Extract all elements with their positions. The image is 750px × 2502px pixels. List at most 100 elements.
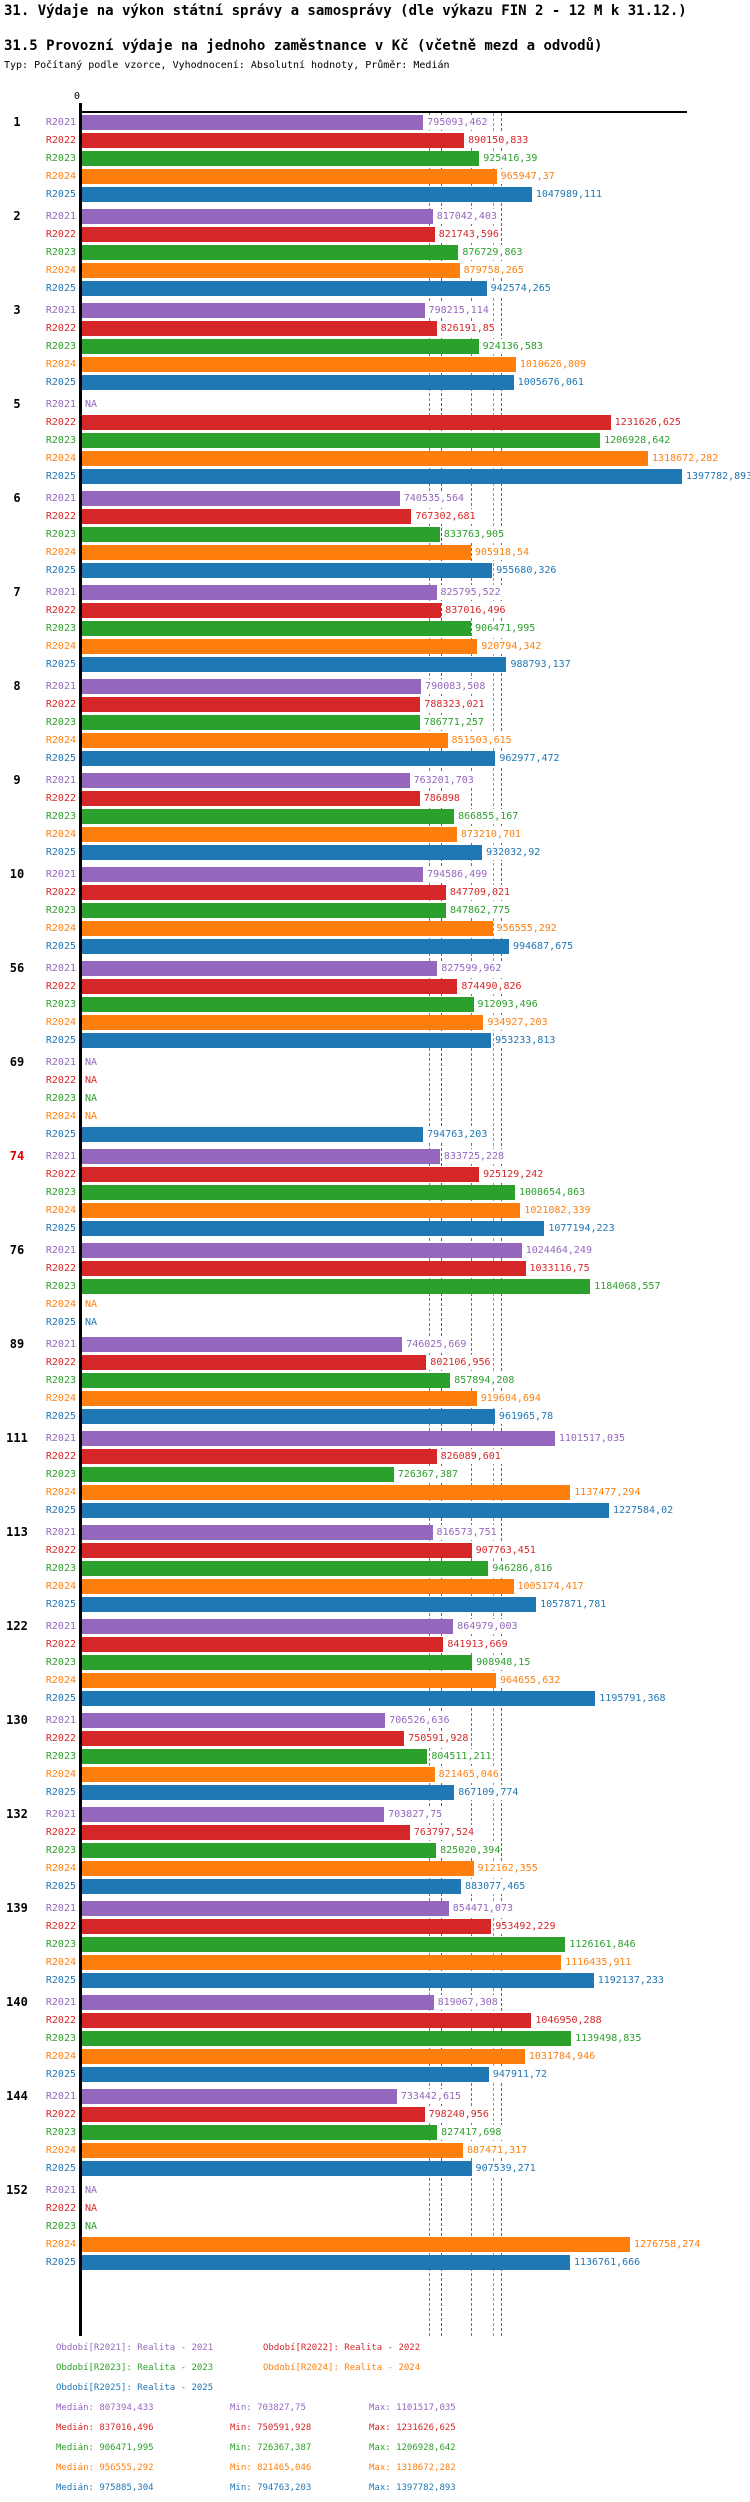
legend-row: Období[R2025]: Realita - 2025 — [0, 2378, 750, 2398]
series-label: R2024 — [45, 171, 76, 182]
value-label: 873210,701 — [459, 827, 523, 842]
series-label: R2024 — [45, 829, 76, 840]
bar-row-111-R2025: R2025 1227584,02 — [0, 1503, 750, 1518]
series-label: R2021 — [45, 587, 76, 598]
value-label: 907763,451 — [474, 1543, 537, 1558]
bar — [82, 791, 420, 806]
value-label: 821465,046 — [437, 1767, 500, 1782]
value-label: 947911,72 — [491, 2067, 549, 2082]
bar-row-74-R2024: R2024 1021082,339 — [0, 1203, 750, 1218]
bar-group-8: 8 R2021 790083,508 R2022 788323,021 R2023 7867… — [0, 679, 750, 766]
bar-row-152-R2022: R2022 NA — [0, 2201, 750, 2216]
group-label: 69 — [9, 1055, 25, 1069]
value-label: 819067,308 — [436, 1995, 499, 2010]
legend-item-R2024: Období[R2024]: Realita - 2024 — [263, 2363, 421, 2373]
series-label: R2024 — [45, 1299, 76, 1310]
bar — [82, 1373, 451, 1388]
bar — [82, 1167, 480, 1182]
x-axis-zero-tick-label: 0 — [74, 91, 81, 102]
bar-row-89-R2023: R2023 857894,208 — [0, 1373, 750, 1388]
series-label: R2023 — [45, 905, 76, 916]
series-label: R2025 — [45, 565, 76, 576]
series-label: R2024 — [45, 547, 76, 558]
bar-row-8-R2022: R2022 788323,021 — [0, 697, 750, 712]
bar-group-3: 3 R2021 798215,114 R2022 826191,85 R2023 92413… — [0, 303, 750, 390]
series-label: R2023 — [45, 1939, 76, 1950]
value-label: 763201,703 — [412, 773, 475, 788]
series-label: R2021 — [45, 1151, 76, 1162]
bar — [82, 1673, 497, 1688]
bar-row-10-R2022: R2022 847709,021 — [0, 885, 750, 900]
bar — [82, 1203, 521, 1218]
series-label: R2023 — [45, 1657, 76, 1668]
series-label: R2021 — [45, 1809, 76, 1820]
bar — [82, 1409, 495, 1424]
series-label: R2022 — [45, 1827, 76, 1838]
bar — [82, 375, 514, 390]
series-label: R2024 — [45, 1957, 76, 1968]
bar-group-132: 132 R2021 703827,75 R2022 763797,524 R2023 825… — [0, 1807, 750, 1894]
value-label: 795093,462 — [426, 115, 489, 130]
series-label: R2024 — [45, 1581, 76, 1592]
bar — [82, 2125, 438, 2140]
series-label: R2022 — [45, 135, 76, 146]
series-label: R2024 — [45, 265, 76, 276]
series-label: R2025 — [45, 1693, 76, 1704]
bar — [82, 469, 682, 484]
bar — [82, 2237, 631, 2252]
series-label: R2023 — [45, 1281, 76, 1292]
bar — [82, 885, 446, 900]
bar-row-139-R2021: R2021 854471,073 — [0, 1901, 750, 1916]
series-label: R2025 — [45, 2069, 76, 2080]
series-label: R2024 — [45, 923, 76, 934]
series-label: R2022 — [45, 511, 76, 522]
bar-row-69-R2025: R2025 794763,203 — [0, 1127, 750, 1142]
bar — [82, 1391, 477, 1406]
group-label: 74 — [9, 1149, 25, 1163]
bar — [82, 1713, 386, 1728]
bar — [82, 1785, 455, 1800]
bar — [82, 263, 460, 278]
series-label: R2025 — [45, 1035, 76, 1046]
bar — [82, 563, 493, 578]
series-label: R2022 — [45, 1639, 76, 1650]
bar — [82, 1485, 571, 1500]
value-label: 786771,257 — [422, 715, 485, 730]
value-label: 804511,211 — [430, 1749, 493, 1764]
bar-row-76-R2025: R2025 NA — [0, 1315, 750, 1330]
value-label: 1008654,863 — [517, 1185, 587, 1200]
value-label: 883077,465 — [464, 1879, 527, 1894]
bar — [82, 1749, 428, 1764]
bar-row-1-R2023: R2023 925416,39 — [0, 151, 750, 166]
bar — [82, 585, 437, 600]
value-label: 866855,167 — [457, 809, 520, 824]
bar-row-2-R2024: R2024 879758,265 — [0, 263, 750, 278]
bar — [82, 1221, 545, 1236]
series-label: R2023 — [45, 1469, 76, 1480]
value-label: 890150,833 — [467, 133, 530, 148]
value-label: 827599,962 — [440, 961, 503, 976]
bar — [82, 621, 472, 636]
bar-row-89-R2021: R2021 746025,669 — [0, 1337, 750, 1352]
value-label: 833763,905 — [442, 527, 506, 542]
bar — [82, 1879, 462, 1894]
bar-row-8-R2024: R2024 851503,615 — [0, 733, 750, 748]
bar — [82, 751, 496, 766]
group-label: 6 — [13, 491, 21, 505]
series-label: R2023 — [45, 2033, 76, 2044]
bar — [82, 433, 601, 448]
series-label: R2023 — [45, 1751, 76, 1762]
bar-group-140: 140 R2021 819067,308 R2022 1046950,288 R2023 1… — [0, 1995, 750, 2082]
bar-group-9: 9 R2021 763201,703 R2022 786898 R2023 866855,1… — [0, 773, 750, 860]
bar — [82, 245, 459, 260]
bar-row-132-R2023: R2023 825020,394 — [0, 1843, 750, 1858]
bar-row-140-R2025: R2025 947911,72 — [0, 2067, 750, 2082]
series-label: R2023 — [45, 153, 76, 164]
value-label: 1116435,911 — [564, 1955, 633, 1970]
bar — [82, 603, 442, 618]
value-label: 953492,229 — [494, 1919, 557, 1934]
bar — [82, 979, 458, 994]
series-label: R2021 — [45, 1997, 76, 2008]
bar — [82, 491, 400, 506]
series-label: R2025 — [45, 753, 76, 764]
